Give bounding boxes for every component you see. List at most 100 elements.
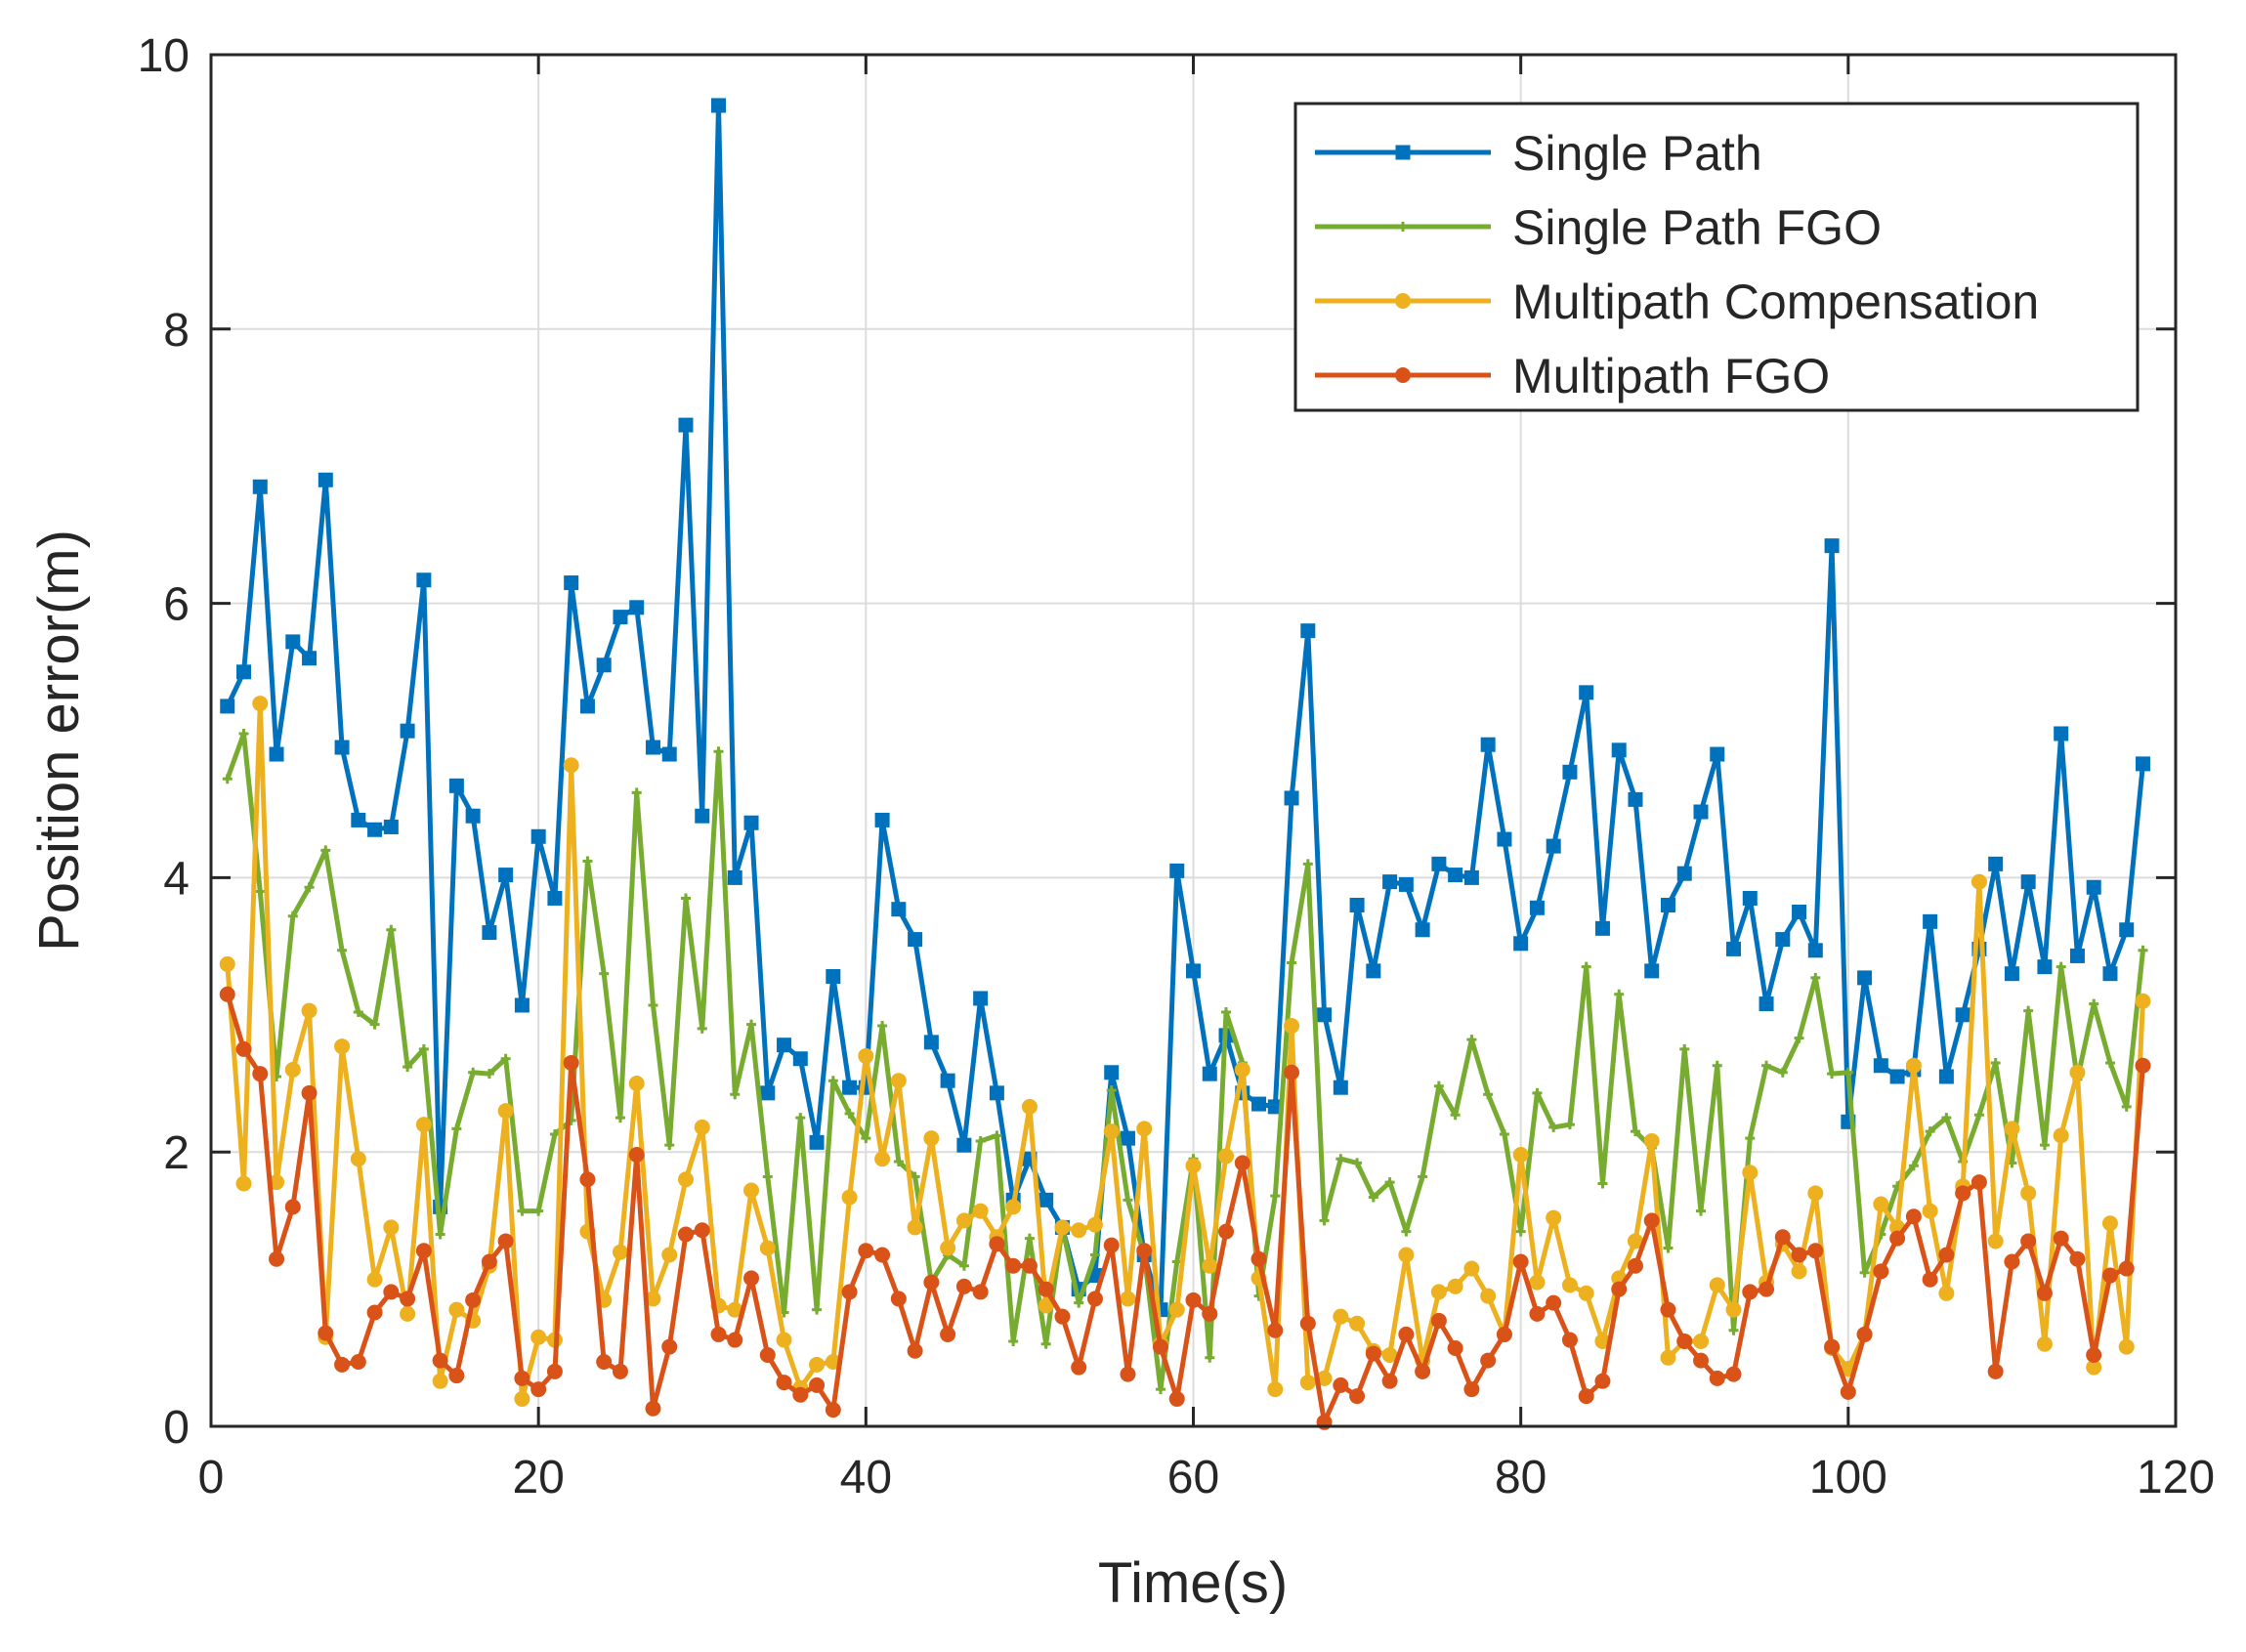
data-point-single-path (1038, 1192, 1054, 1207)
legend-label: Single Path (1512, 126, 1762, 181)
data-point-multipath-fgo (1463, 1381, 1480, 1398)
data-point-single-path (1317, 1007, 1333, 1023)
data-point-multipath-compensation (1218, 1148, 1235, 1165)
data-point-multipath-compensation (1693, 1333, 1710, 1349)
data-point-single-path-fgo (1008, 1335, 1019, 1346)
data-point-multipath-fgo (1971, 1174, 1987, 1191)
data-point-multipath-compensation (252, 696, 269, 712)
data-point-single-path (1120, 1130, 1135, 1146)
data-point-multipath-compensation (1234, 1061, 1250, 1078)
data-point-multipath-compensation (1987, 1233, 2004, 1250)
data-point-multipath-compensation (1299, 1375, 1316, 1391)
data-point-multipath-compensation (1103, 1123, 1120, 1140)
data-point-single-path (1366, 963, 1381, 979)
data-point-multipath-compensation (1905, 1057, 1922, 1074)
data-point-multipath-fgo (1299, 1315, 1316, 1332)
data-point-multipath-fgo (645, 1400, 661, 1417)
legend-label: Single Path FGO (1512, 200, 1882, 255)
data-point-single-path-fgo (1450, 1110, 1461, 1121)
data-point-single-path (1807, 943, 1823, 958)
data-point-single-path (2037, 959, 2053, 975)
data-point-single-path-fgo (1205, 1352, 1215, 1363)
data-point-multipath-compensation (1643, 1132, 1660, 1149)
data-point-single-path (285, 634, 301, 650)
data-point-single-path (1398, 876, 1414, 892)
data-point-multipath-fgo (759, 1346, 776, 1363)
data-point-single-path (874, 812, 890, 827)
data-point-multipath-compensation (628, 1076, 645, 1091)
data-point-multipath-fgo (514, 1370, 530, 1386)
data-point-multipath-fgo (1365, 1345, 1381, 1362)
data-point-single-path-fgo (795, 1113, 806, 1123)
data-point-single-path (302, 651, 318, 666)
data-point-single-path-fgo (1777, 1067, 1788, 1078)
data-point-single-path-fgo (2104, 1057, 2115, 1068)
data-point-multipath-fgo (1725, 1366, 1742, 1382)
data-point-multipath-fgo (1938, 1247, 1955, 1263)
data-point-multipath-compensation (858, 1047, 874, 1064)
data-point-single-path-fgo (2089, 998, 2099, 1009)
data-point-single-path-fgo (1024, 1233, 1035, 1244)
data-point-multipath-fgo (710, 1326, 727, 1342)
data-point-multipath-compensation (2004, 1121, 2020, 1137)
legend-marker (1398, 222, 1408, 232)
data-point-multipath-compensation (1054, 1219, 1071, 1236)
data-point-single-path (1333, 1080, 1348, 1095)
data-point-multipath-compensation (1430, 1284, 1447, 1300)
data-point-multipath-fgo (318, 1325, 334, 1341)
data-point-multipath-fgo (563, 1054, 579, 1071)
data-point-single-path (2054, 726, 2069, 741)
data-point-single-path-fgo (320, 845, 331, 856)
data-point-single-path (1480, 737, 1496, 752)
data-point-multipath-compensation (1660, 1349, 1676, 1366)
data-point-multipath-fgo (1594, 1373, 1611, 1389)
data-point-single-path-fgo (746, 1019, 757, 1030)
data-point-multipath-fgo (546, 1363, 563, 1379)
data-point-single-path (318, 472, 333, 487)
data-point-single-path-fgo (222, 774, 233, 784)
data-point-single-path (1693, 804, 1709, 820)
data-point-single-path (777, 1038, 792, 1053)
series-line-multipath-fgo (225, 994, 2145, 1425)
data-point-single-path (1775, 932, 1791, 948)
data-point-single-path-fgo (287, 911, 298, 921)
data-point-multipath-fgo (1267, 1322, 1284, 1338)
data-point-single-path (400, 723, 415, 739)
data-point-single-path-fgo (353, 1006, 363, 1017)
data-point-multipath-compensation (759, 1240, 776, 1256)
data-point-single-path-fgo (1221, 1006, 1232, 1017)
data-point-multipath-fgo (2135, 1057, 2151, 1074)
data-point-multipath-fgo (792, 1386, 809, 1403)
data-point-multipath-fgo (743, 1270, 760, 1287)
data-point-multipath-compensation (1398, 1247, 1415, 1263)
data-point-single-path-fgo (435, 1229, 445, 1240)
data-point-multipath-compensation (301, 1002, 318, 1019)
data-point-single-path (1676, 866, 1692, 881)
data-point-multipath-compensation (514, 1390, 530, 1407)
data-point-single-path (826, 968, 841, 984)
data-point-single-path-fgo (664, 1140, 675, 1151)
data-point-single-path (2069, 948, 2085, 963)
data-point-single-path-fgo (1401, 1226, 1412, 1237)
data-point-single-path-fgo (418, 1043, 429, 1054)
data-point-single-path (2135, 756, 2150, 772)
data-point-single-path-fgo (975, 1135, 986, 1146)
data-point-single-path (792, 1051, 808, 1067)
data-point-single-path-fgo (468, 1067, 479, 1078)
data-point-multipath-fgo (481, 1253, 497, 1270)
data-point-multipath-fgo (1693, 1352, 1710, 1369)
data-point-single-path-fgo (1040, 1338, 1051, 1349)
data-point-multipath-compensation (1791, 1263, 1807, 1280)
data-point-single-path-fgo (697, 1023, 707, 1034)
data-point-single-path (1251, 1096, 1267, 1112)
series-line-single-path-fgo (225, 731, 2145, 1392)
data-point-single-path (1923, 913, 1938, 929)
data-point-multipath-compensation (2101, 1215, 2118, 1232)
data-point-multipath-fgo (874, 1247, 891, 1263)
data-point-multipath-compensation (1168, 1301, 1185, 1318)
data-point-multipath-fgo (825, 1402, 841, 1419)
data-point-multipath-fgo (448, 1368, 465, 1384)
data-point-multipath-compensation (1463, 1260, 1480, 1277)
data-point-multipath-fgo (1856, 1326, 1873, 1342)
